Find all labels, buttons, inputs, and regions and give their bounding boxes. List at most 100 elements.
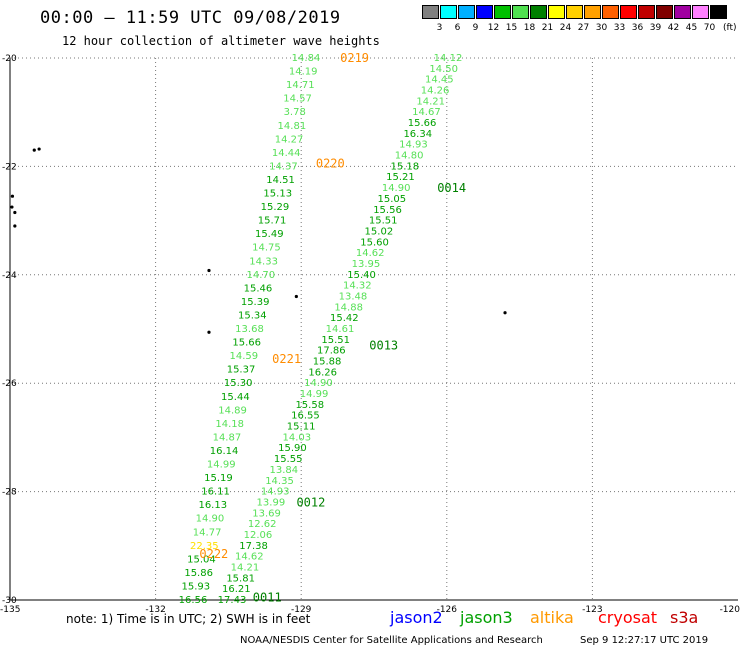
lon-tick-label: -120 [720, 605, 740, 615]
swh-value: 13.95 [352, 259, 381, 270]
swh-value: 14.88 [334, 302, 363, 313]
swh-value: 14.44 [272, 148, 301, 159]
legend-label: 45 [685, 23, 698, 33]
legend-label: 12 [487, 23, 500, 33]
swh-value: 14.90 [196, 514, 225, 525]
legend-swatch [476, 5, 493, 19]
swh-value: 15.66 [408, 118, 437, 129]
legend-swatch [656, 5, 673, 19]
swh-value: 15.49 [255, 229, 284, 240]
legend-swatch [440, 5, 457, 19]
legend-label: 6 [454, 23, 461, 33]
swh-value: 17.43 [218, 595, 247, 606]
lat-tick-label: -28 [2, 488, 17, 498]
island-dot [13, 224, 17, 228]
swh-value: 15.58 [295, 400, 324, 411]
swh-value: 14.37 [269, 161, 298, 172]
swh-value: 14.59 [230, 351, 259, 362]
legend-swatch [620, 5, 637, 19]
lon-tick-label: -129 [291, 605, 312, 615]
legend-swatch [710, 5, 727, 19]
swh-value: 15.19 [204, 473, 233, 484]
swh-value: 15.02 [365, 226, 394, 237]
swh-value: 13.99 [257, 497, 286, 508]
swh-value: 3.78 [284, 107, 306, 118]
legend-label: 36 [631, 23, 644, 33]
legend-label: 18 [523, 23, 536, 33]
swh-value: 15.46 [244, 283, 273, 294]
island-dot [207, 268, 211, 273]
orbit-label: 0013 [369, 338, 398, 352]
swh-value: 17.38 [239, 541, 268, 552]
satellite-jason2: jason2 [390, 608, 443, 627]
swh-value: 15.04 [187, 554, 216, 565]
map-title: 00:00 — 11:59 UTC 09/08/2019 [40, 8, 341, 28]
swh-value: 15.39 [241, 297, 270, 308]
swh-value: 16.34 [403, 129, 432, 140]
island-dot [10, 205, 14, 209]
legend-label: 30 [595, 23, 608, 33]
lon-tick-label: -123 [582, 605, 602, 615]
orbit-label: 0220 [316, 157, 345, 171]
orbit-label: 0222 [199, 547, 228, 561]
orbit-label: 0014 [437, 181, 466, 195]
map-subtitle: 12 hour collection of altimeter wave hei… [62, 34, 380, 48]
swh-value: 16.14 [210, 446, 239, 457]
legend-swatch [458, 5, 475, 19]
swh-value: 15.66 [232, 338, 261, 349]
swh-value: 14.93 [261, 487, 290, 498]
legend-label: 24 [559, 23, 572, 33]
swh-value: 13.68 [235, 324, 264, 335]
swh-value: 15.34 [238, 310, 267, 321]
swh-value: 14.90 [304, 378, 333, 389]
swh-value: 15.81 [226, 573, 255, 584]
orbit-label: 0011 [253, 590, 282, 604]
swh-value: 15.18 [390, 161, 419, 172]
swh-value: 15.30 [224, 378, 253, 389]
orbit-label: 0219 [340, 51, 369, 65]
legend-label: 15 [505, 23, 518, 33]
island-dot [10, 194, 15, 198]
island-dot [13, 210, 17, 215]
legend-swatch [422, 5, 439, 19]
lat-tick-label: -22 [2, 162, 17, 172]
legend-label: 39 [649, 23, 662, 33]
swh-value: 14.21 [416, 96, 445, 107]
lat-tick-label: -24 [2, 271, 17, 281]
lon-tick-label: -126 [437, 605, 458, 615]
swh-value: 15.40 [347, 270, 376, 281]
swh-value: 13.84 [270, 465, 299, 476]
swh-value: 15.88 [313, 357, 342, 368]
swh-value: 14.32 [343, 281, 372, 292]
swh-value: 14.81 [278, 121, 307, 132]
swh-value: 14.62 [356, 248, 385, 259]
swh-value: 15.21 [386, 172, 415, 183]
swh-value: 16.21 [222, 584, 251, 595]
swh-value: 15.56 [373, 205, 402, 216]
swh-value: 14.93 [399, 140, 428, 151]
legend-label: 9 [472, 23, 479, 33]
legend-unit: (ft) [723, 23, 737, 33]
legend-swatch [692, 5, 709, 19]
legend-label: 3 [436, 23, 443, 33]
swh-value: 14.75 [252, 243, 281, 254]
swh-value: 14.57 [283, 94, 312, 105]
swh-value: 15.93 [182, 581, 211, 592]
swh-value: 16.55 [291, 411, 320, 422]
swh-value: 14.26 [421, 86, 450, 97]
swh-value: 14.12 [434, 53, 463, 64]
island-dot [37, 147, 41, 151]
swh-value: 14.35 [265, 476, 294, 487]
swh-value: 14.51 [266, 175, 295, 186]
lon-tick-label: -132 [145, 605, 165, 615]
swh-value: 15.55 [274, 454, 303, 465]
island-dot [207, 330, 211, 334]
swh-value: 14.77 [193, 527, 222, 538]
footer-timestamp: Sep 9 12:27:17 UTC 2019 [580, 635, 709, 646]
swh-value: 14.99 [300, 389, 329, 400]
orbit-label: 0221 [272, 352, 301, 366]
swh-value: 14.99 [207, 460, 236, 471]
swh-value: 14.61 [326, 324, 355, 335]
footer-note: note: 1) Time is in UTC; 2) SWH is in fe… [66, 612, 311, 626]
